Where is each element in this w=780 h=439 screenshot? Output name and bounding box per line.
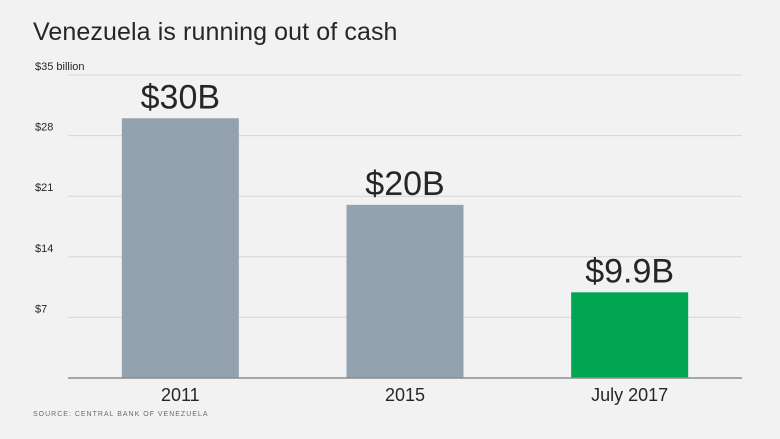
data-label: $20B [365, 165, 444, 203]
x-tick-label: 2011 [161, 385, 200, 405]
x-tick-label: 2015 [385, 385, 425, 405]
bar-july-2017 [571, 292, 689, 378]
y-tick-label: $35 billion [35, 61, 85, 73]
data-labels: $30B $20B $9.9B [141, 78, 674, 290]
y-tick-label: $21 [35, 182, 53, 194]
bar-2011 [121, 118, 239, 379]
y-tick-label: $28 [35, 122, 53, 134]
bars [121, 118, 689, 379]
x-tick-label: July 2017 [591, 385, 668, 405]
source-note: SOURCE: CENTRAL BANK OF VENEZUELA [33, 411, 209, 418]
y-tick-label: $7 [35, 303, 47, 315]
chart-title: Venezuela is running out of cash [33, 18, 398, 46]
x-axis-tick-labels: 2011 2015 July 2017 [161, 385, 668, 405]
bar-2015 [346, 204, 464, 378]
data-label: $9.9B [585, 252, 674, 290]
y-tick-label: $14 [35, 243, 53, 255]
data-label: $30B [141, 78, 220, 116]
y-axis-tick-labels: $7 $14 $21 $28 $35 billion [35, 61, 85, 315]
